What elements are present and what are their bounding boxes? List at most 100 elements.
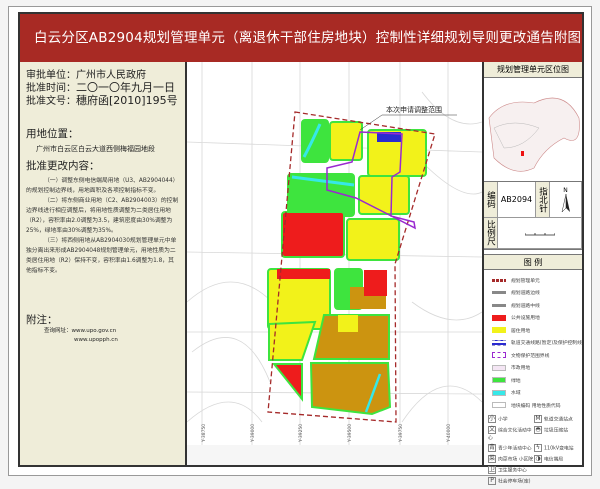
residential-parcel (346, 218, 400, 261)
legend-label: 规划管理单元 (511, 278, 540, 284)
legend-swatch (492, 278, 506, 282)
facility-legend-item: 小小学 (488, 414, 534, 423)
facility-icon: ϟ (534, 443, 542, 452)
legend-item: 规划道路边线 (492, 287, 582, 300)
facility-label: 社会停车场(库) (498, 479, 531, 484)
residential-parcel (329, 121, 363, 161)
facility-icons-legend: 小小学 M 轨道交通站点文综合文化活动中心 ◓ 垃圾压缩站青青少年活动中心 ϟ 110kV变… (484, 412, 582, 485)
facility-label: 轨道交通站点 (544, 417, 573, 422)
axis-label: Y-39250 (298, 424, 304, 443)
commercial-parcel (312, 314, 390, 360)
legend-swatch (492, 377, 506, 384)
residential-parcel (338, 315, 358, 332)
change-item: （三）将西侧用地从AB2904030规划管理单元中单独分离出来形成AB29040… (26, 238, 177, 274)
residential-parcel (358, 175, 410, 215)
facility-legend-item: 文综合文化活动中心 (488, 425, 534, 441)
code-table: 编码 AB2094 指北针 N 比例尺 (484, 182, 582, 250)
residential-parcel (268, 320, 317, 361)
locmap-title: 规划管理单元区位图 (484, 62, 582, 78)
legend-item: 地块编码 用地性质代码 (492, 399, 582, 412)
legend-swatch (492, 364, 506, 371)
axis-label: Y-38750 (201, 424, 207, 443)
legend-item: 居住用地 (492, 324, 582, 337)
facility-icon: 菜 (488, 454, 496, 463)
land-parcels (267, 119, 427, 416)
river (302, 123, 322, 158)
query-label: 查询网址： (44, 328, 72, 334)
legend-item: 规划道路中线 (492, 299, 582, 312)
location-value: 广州市白云区白云大道西侧梅福园地段 (36, 145, 155, 153)
right-panel: 规划管理单元区位图 编码 AB2094 指北针 N 比例尺 图 例 规划管理单元… (482, 62, 582, 485)
legend-title: 图 例 (484, 254, 582, 270)
facility-legend-item: ϟ 110kV变电站 (534, 443, 580, 452)
legend-item: 市政用地 (492, 362, 582, 375)
legend-item: 水域 (492, 387, 582, 400)
legend-label: 文物保护范围界线 (511, 353, 550, 359)
notes-label: 附注： (26, 314, 58, 326)
axis-label: Y-39750 (398, 424, 404, 443)
public-parcel (271, 363, 303, 402)
facility-label: 110kV变电站 (544, 446, 574, 451)
sheet-title: 白云分区AB2904规划管理单元（离退休干部住房地块）控制性详细规划导则更改通告… (20, 14, 582, 62)
legend-label: 轨道交通线路(暂定)及保护控制线 (511, 341, 582, 347)
public-parcel (281, 211, 345, 258)
scale-label: 比例尺 (484, 218, 498, 249)
facility-label: 综合文化活动中心 (488, 428, 532, 441)
legend-swatch (492, 314, 506, 321)
facility-legend-item: P 社会停车场(库) (488, 476, 534, 485)
legend-swatch (492, 291, 506, 295)
legend-label: 市政用地 (511, 366, 531, 372)
telecom-parcel (377, 132, 401, 142)
commercial-parcel (309, 362, 392, 416)
unit-location-marker (521, 151, 524, 156)
legend-swatch (492, 303, 506, 307)
info-panel: 审批单位：广州市人民政府 批准时间：二〇一〇年九月一日 批准文号：穗府函[201… (20, 62, 187, 465)
facility-icon: 文 (488, 425, 496, 434)
facility-label: 电信端局 (544, 457, 564, 462)
annotation-leader (359, 114, 383, 131)
legend-item: 绿地 (492, 374, 582, 387)
url[interactable]: www.upopph.cn (74, 337, 118, 343)
axis-strip (187, 445, 482, 465)
land-use-map: 本次申请调整范围 Y-38750 Y-39000 Y-39250 Y-39500… (187, 62, 482, 465)
legend-swatch (492, 352, 506, 359)
facility-icon: 卫 (488, 465, 496, 474)
legend-swatch (492, 389, 506, 396)
scale-bar-icon (498, 218, 582, 249)
approval-unit: 审批单位：广州市人民政府 (26, 70, 146, 81)
facility-label: 青少年活动中心 (498, 446, 532, 451)
river (364, 373, 382, 413)
legend-item: 轨道交通线路(暂定)及保护控制线 (492, 337, 582, 350)
management-unit-boundary (267, 111, 436, 423)
approval-time: 批准时间：二〇一〇年九月一日 (26, 81, 175, 95)
legend-item: 规划管理单元 (492, 274, 582, 287)
facility-icon: 青 (488, 443, 496, 452)
changes-label: 批准更改内容： (26, 160, 100, 172)
facility-legend-item: 卫卫生服务中心 (488, 465, 534, 474)
north-arrow-icon: N (550, 182, 582, 218)
legend-label: 规划道路中线 (511, 303, 540, 309)
location-label: 用地位置： (26, 128, 79, 140)
legend-label: 地块编码 用地性质代码 (511, 403, 561, 409)
facility-legend-item: ◓ 垃圾压缩站 (534, 425, 580, 441)
axis-label: Y-39000 (250, 424, 256, 443)
axis-label: Y-39500 (347, 424, 353, 443)
public-parcel (364, 270, 387, 296)
map-sheet: 白云分区AB2904规划管理单元（离退休干部住房地块）控制性详细规划导则更改通告… (18, 12, 584, 485)
facility-icon: P (488, 476, 496, 485)
legend-label: 绿地 (511, 378, 521, 384)
facility-icon: ◓ (534, 425, 542, 434)
facility-legend-item: ◑ 电信端局 (534, 454, 580, 463)
facility-legend-item: M 轨道交通站点 (534, 414, 580, 423)
facility-label: 卫生服务中心 (498, 468, 527, 473)
legend-label: 水域 (511, 391, 521, 397)
facility-legend-item (534, 466, 580, 474)
facility-label: 肉菜市场 小区院 (498, 457, 534, 462)
legend: 规划管理单元 规划道路边线 规划道路中线 公共设施用地 居住用地 轨道交通线路(暂定)及保… (484, 270, 582, 412)
public-parcel (277, 269, 330, 279)
url[interactable]: www.upo.gov.cn (71, 328, 117, 334)
adjustment-range (326, 131, 416, 230)
facility-label: 小学 (498, 417, 508, 422)
notes: 附注： 查询网址：www.upo.gov.cn www.upopph.cn (26, 312, 118, 345)
legend-label: 居住用地 (511, 328, 531, 334)
